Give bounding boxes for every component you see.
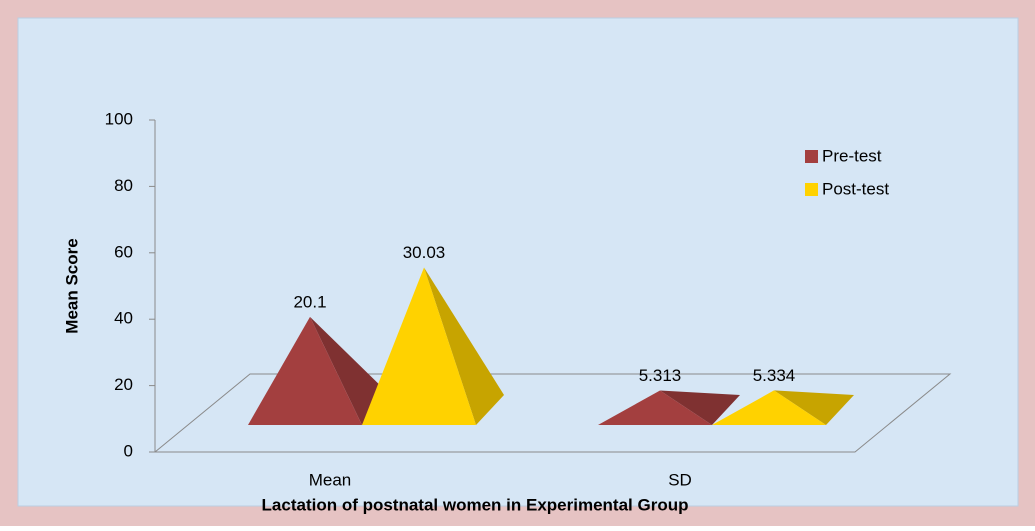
pyramid — [598, 390, 740, 425]
pyramid-face — [774, 390, 854, 425]
x-tick-label: Mean — [309, 470, 352, 489]
data-label: 5.313 — [639, 366, 682, 385]
legend-swatch — [805, 150, 818, 163]
pyramid-face — [712, 390, 826, 425]
legend-label: Pre-test — [822, 146, 882, 165]
legend-swatch — [805, 183, 818, 196]
pyramid-face — [310, 316, 390, 425]
data-label: 30.03 — [403, 243, 446, 262]
floor — [153, 373, 952, 453]
y-tick-label: 60 — [114, 242, 133, 261]
x-tick-label: SD — [668, 470, 692, 489]
pyramid-face — [660, 390, 740, 425]
y-axis-label: Mean Score — [62, 238, 81, 333]
pyramid — [248, 316, 390, 425]
y-tick-label: 100 — [105, 109, 133, 128]
y-tick-label: 40 — [114, 309, 133, 328]
pyramid — [712, 390, 854, 425]
pyramid-face — [424, 267, 504, 425]
y-tick-label: 80 — [114, 176, 133, 195]
y-tick-label: 20 — [114, 375, 133, 394]
legend-label: Post-test — [822, 179, 889, 198]
data-label: 20.1 — [293, 292, 326, 311]
data-label: 5.334 — [753, 366, 796, 385]
pyramid-face — [598, 390, 712, 425]
plot-background — [17, 17, 1019, 507]
pyramid-face — [362, 267, 476, 425]
x-axis-label: Lactation of postnatal women in Experime… — [262, 495, 689, 514]
pyramid — [362, 267, 504, 425]
y-tick-label: 0 — [124, 441, 133, 460]
pyramid-face — [248, 316, 362, 425]
